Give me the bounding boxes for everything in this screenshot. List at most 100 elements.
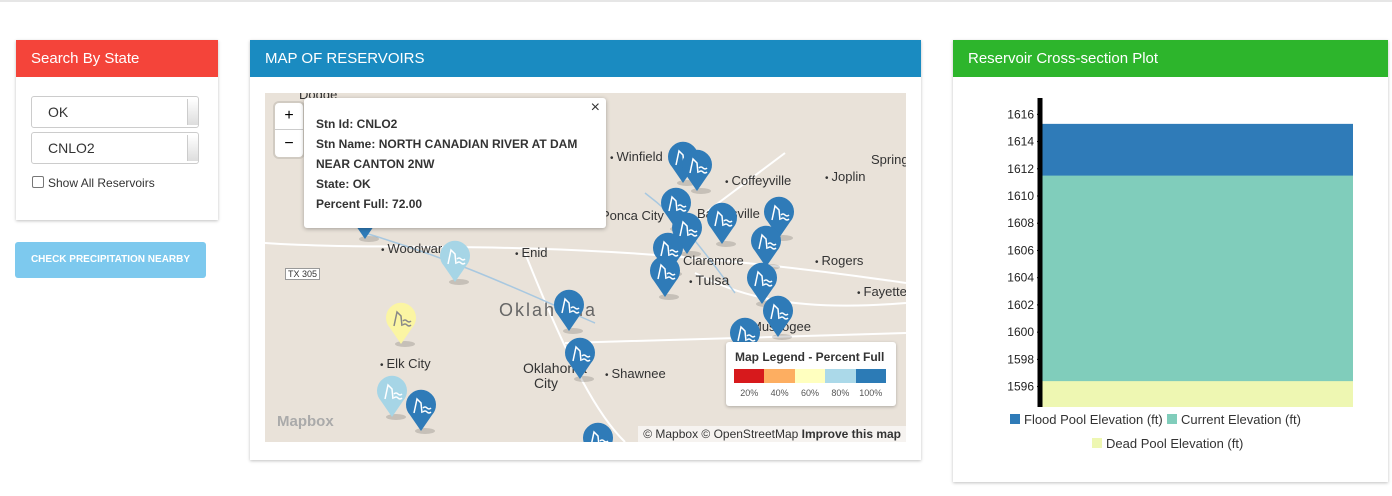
plot-panel: Reservoir Cross-section Plot 1596 1598 160… xyxy=(953,40,1388,482)
panel-title: Reservoir Cross-section Plot xyxy=(953,40,1388,77)
popup-close[interactable]: × xyxy=(590,99,600,116)
y-tick-label: 1606 xyxy=(1007,243,1034,257)
y-tick-label: 1604 xyxy=(1007,271,1034,285)
checkbox-label: Show All Reservoirs xyxy=(48,176,155,190)
marker-shadow xyxy=(772,334,792,340)
legend-swatch xyxy=(1167,414,1177,424)
marker-icon xyxy=(771,204,790,221)
marker-icon xyxy=(668,195,687,212)
reservoir-marker xyxy=(386,302,416,347)
y-tick-label: 1608 xyxy=(1007,216,1034,230)
legend-title: Map Legend - Percent Full xyxy=(735,350,885,364)
attribution-text: © Mapbox © OpenStreetMap xyxy=(643,427,799,441)
place: Woodward xyxy=(381,241,450,256)
reservoir-marker xyxy=(377,375,407,420)
marker-icon xyxy=(591,430,609,442)
marker-icon xyxy=(561,297,580,314)
popup-row: Percent Full: 72.00 xyxy=(316,194,586,214)
place: Tulsa xyxy=(689,272,730,288)
search-panel: Search By State OK CNLO2 Show All Reserv… xyxy=(16,40,218,220)
reservoir-marker xyxy=(565,337,595,382)
y-tick-label: 1616 xyxy=(1007,107,1034,121)
map[interactable]: Dodge Winfield Spring Coffeyville Joplin… xyxy=(265,93,906,442)
place: Joplin xyxy=(825,169,866,184)
precip-button[interactable]: CHECK PRECIPITATION NEARBY xyxy=(15,242,206,278)
marker-icon xyxy=(758,233,777,250)
zoom-out[interactable]: − xyxy=(284,135,294,152)
legend-label: 80% xyxy=(831,388,850,398)
zoom-control: + − xyxy=(275,103,303,157)
reservoir-marker xyxy=(672,212,702,257)
show-all[interactable]: Show All Reservoirs xyxy=(32,176,155,190)
place: Winfield xyxy=(610,149,663,164)
legend-label: 100% xyxy=(859,388,883,398)
legend-label: Flood Pool Elevation (ft) xyxy=(1024,412,1163,427)
legend-label: 60% xyxy=(800,388,819,398)
marker-shadow xyxy=(449,279,469,285)
popup-value: OK xyxy=(352,177,371,191)
marker-icon xyxy=(413,397,432,414)
legend-label: Dead Pool Elevation (ft) xyxy=(1106,436,1243,451)
marker-pin xyxy=(583,422,613,442)
state-select[interactable]: OK xyxy=(31,96,199,128)
reservoir-marker xyxy=(682,149,712,194)
zoom-in[interactable]: + xyxy=(275,103,303,130)
place: Rogers xyxy=(815,253,864,268)
popup-body: Stn Id: CNLO2 Stn Name: NORTH CANADIAN RI… xyxy=(316,114,586,214)
legend-label: Current Elevation (ft) xyxy=(1181,412,1301,427)
y-tick-label: 1614 xyxy=(1007,135,1034,149)
legend-label: 20% xyxy=(740,388,759,398)
popup-value: 72.00 xyxy=(392,197,423,211)
elevation-band xyxy=(1040,175,1353,407)
popup: × Stn Id: CNLO2 Stn Name: NORTH CANADIAN … xyxy=(304,98,606,228)
popup-label: Stn Id: xyxy=(316,117,354,131)
improve-link[interactable]: Improve this map xyxy=(801,427,901,441)
marker-shadow xyxy=(659,294,679,300)
place: Coffeyville xyxy=(725,173,792,188)
popup-value: NORTH CANADIAN RIVER AT DAM NEAR CANTON … xyxy=(316,137,578,171)
marker-shadow xyxy=(681,251,701,257)
y-tick-label: 1602 xyxy=(1007,298,1034,312)
panel-title: Search By State xyxy=(16,40,218,77)
marker-shadow xyxy=(395,341,415,347)
marker-icon xyxy=(737,325,756,342)
y-tick-label: 1600 xyxy=(1007,325,1034,339)
marker-shadow xyxy=(386,414,406,420)
y-tick-label: 1612 xyxy=(1007,162,1034,176)
marker-icon xyxy=(447,248,466,265)
y-tick-label: 1598 xyxy=(1007,352,1034,366)
marker-shadow xyxy=(574,376,594,382)
popup-row: Stn Id: CNLO2 xyxy=(316,114,586,134)
reservoir-marker xyxy=(763,295,793,340)
reservoir-marker xyxy=(554,289,584,334)
legend-swatch xyxy=(764,369,795,383)
attribution: © Mapbox © OpenStreetMap Improve this ma… xyxy=(638,426,906,442)
marker-icon xyxy=(657,263,676,280)
map-legend: Map Legend - Percent Full 20% 40% 60% 80% 10… xyxy=(726,342,896,406)
place: Fayette xyxy=(857,284,906,299)
marker-icon xyxy=(754,270,773,287)
marker-shadow xyxy=(716,241,736,247)
elevation-band xyxy=(1040,381,1353,407)
y-tick-label: 1596 xyxy=(1007,380,1034,394)
mapbox-logo: Mapbox xyxy=(277,413,334,430)
marker-shadow xyxy=(563,328,583,334)
legend-swatch xyxy=(855,369,886,383)
place: Dodge xyxy=(299,93,337,102)
popup-row: State: OK xyxy=(316,174,586,194)
marker-icon xyxy=(689,157,708,174)
marker-icon xyxy=(384,383,403,400)
marker-icon xyxy=(572,345,591,362)
legend-swatch xyxy=(734,369,765,383)
popup-row: Stn Name: NORTH CANADIAN RIVER AT DAM NE… xyxy=(316,134,586,174)
place: Spring xyxy=(871,152,906,167)
reservoir-marker xyxy=(707,202,737,247)
marker-shadow xyxy=(691,188,711,194)
place: Claremore xyxy=(683,253,744,268)
reservoir-marker xyxy=(650,255,680,300)
popup-value: CNLO2 xyxy=(356,117,398,131)
station-select[interactable]: CNLO2 xyxy=(31,132,199,164)
legend-swatch xyxy=(1092,438,1102,448)
checkbox[interactable] xyxy=(32,176,44,188)
